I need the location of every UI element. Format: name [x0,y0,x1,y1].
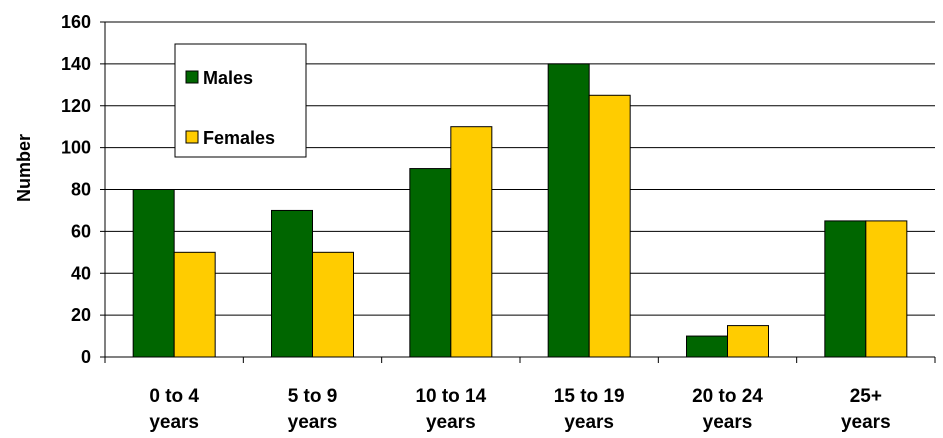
x-tick-labels: 0 to 4 years 5 to 9 years 10 to 14 years 15 to… [149,386,890,433]
legend-label-males: Males [203,68,253,88]
y-tick-label: 100 [61,138,91,158]
y-axis-label: Number [14,134,34,202]
bar-males-0 [132,189,175,358]
bar-females-0 [173,251,216,358]
y-tick-label: 140 [61,54,91,74]
x-tick-label: 20 to 24 years [692,386,763,433]
y-tick-label: 120 [61,96,91,116]
bar-males-5 [824,220,867,358]
y-tick-label: 80 [71,180,91,200]
y-tick-label: 60 [71,221,91,241]
x-tick-label: 10 to 14 years [415,386,486,433]
bar-males-2 [409,168,452,358]
bars [132,63,908,358]
y-tick-labels: 0 20 40 60 80 100 120 140 160 [61,12,91,367]
bar-males-1 [271,209,313,358]
bar-females-1 [312,251,354,358]
legend: Males Females [174,43,307,158]
y-tick-label: 40 [71,263,91,283]
bar-females-3 [588,94,631,358]
bar-females-5 [865,220,908,358]
y-tick-label: 160 [61,12,91,32]
bar-males-3 [547,63,590,358]
legend-label-females: Females [203,128,275,148]
x-tick-label: 0 to 4 years [149,386,199,433]
x-tick-label: 25+ years [841,386,891,433]
x-tick-label: 15 to 19 years [554,386,625,433]
bar-females-2 [450,126,493,358]
legend-swatch-females [185,130,199,144]
y-tick-label: 0 [81,347,91,367]
x-tick-label: 5 to 9 years [288,386,338,433]
legend-swatch-males [185,70,199,84]
bar-males-4 [686,335,728,358]
bar-females-4 [727,325,769,358]
y-tick-label: 20 [71,305,91,325]
axes [100,21,936,363]
